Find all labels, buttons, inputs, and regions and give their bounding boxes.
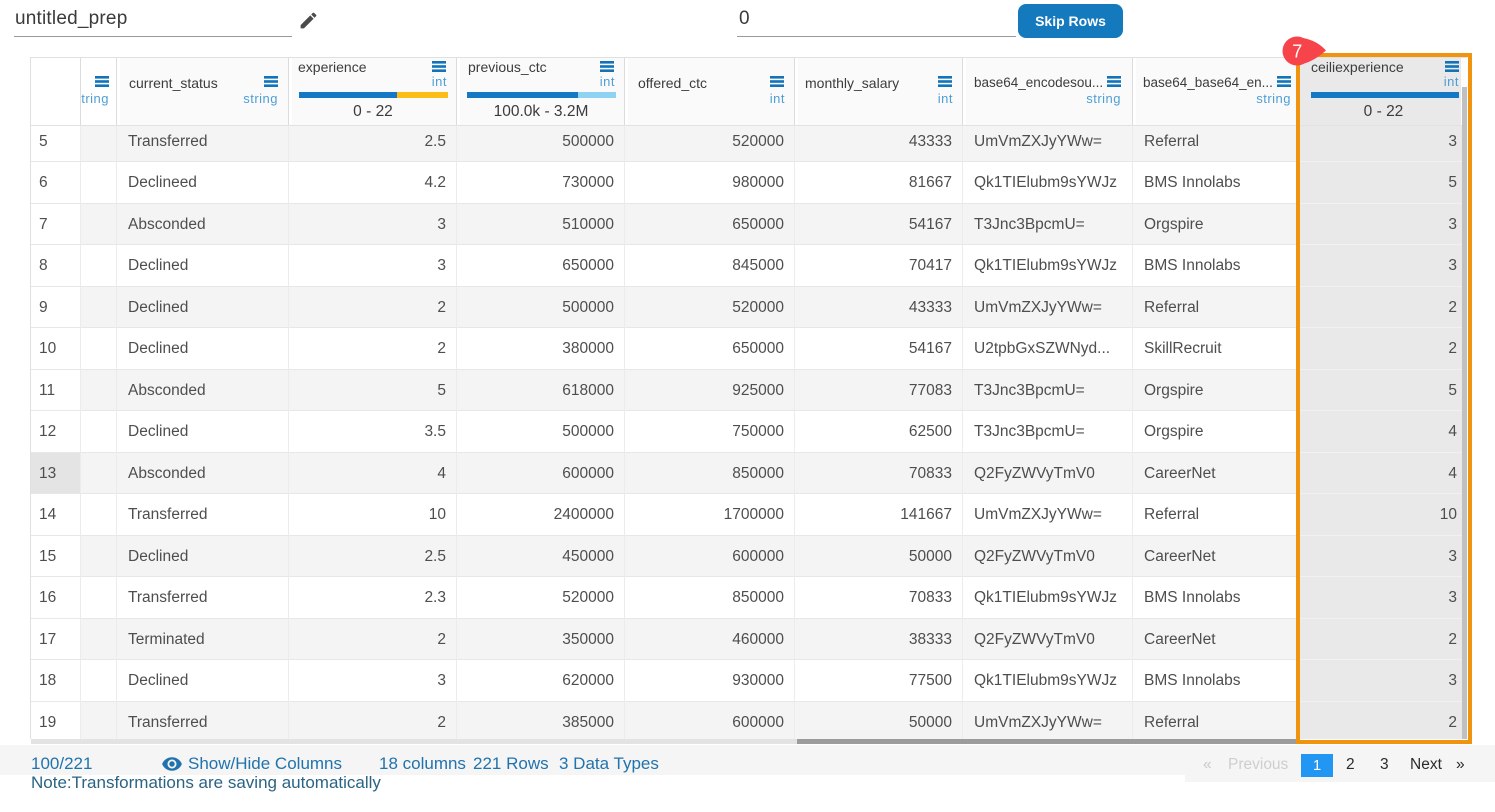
svg-text:7: 7 xyxy=(1292,41,1302,61)
